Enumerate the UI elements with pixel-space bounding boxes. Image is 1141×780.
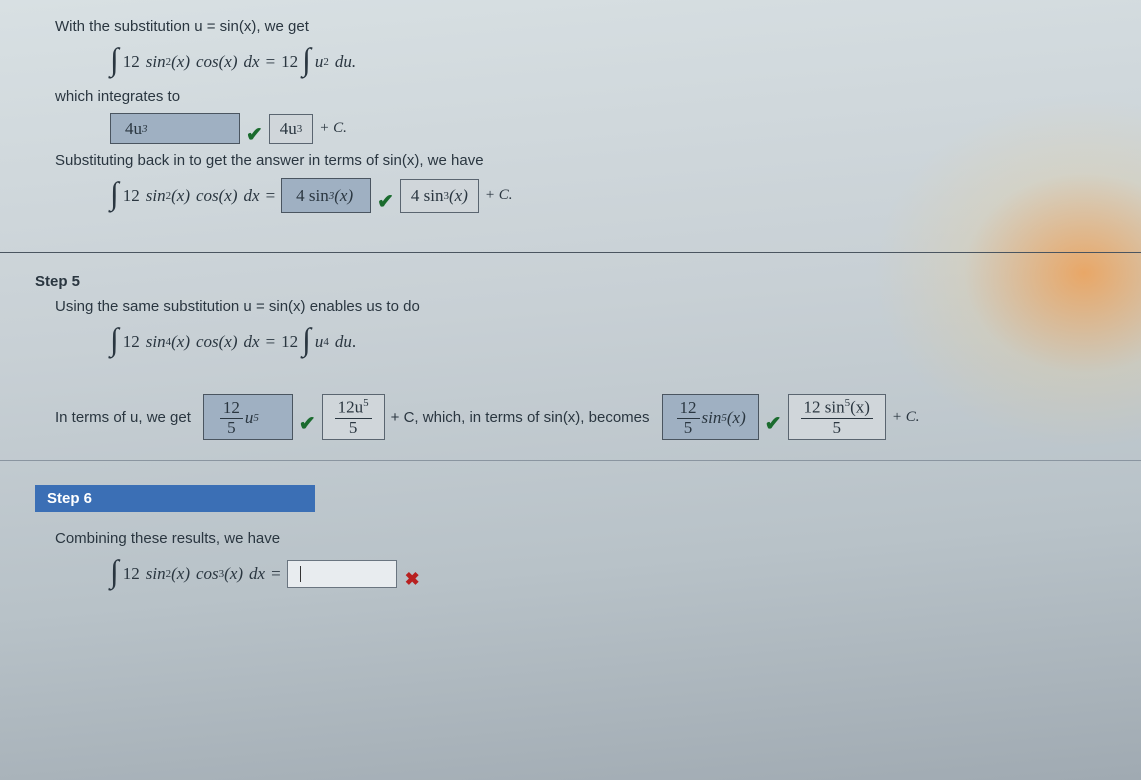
step6-eq-math: ∫ 12sin2(x)cos3(x)dx= [110,555,281,592]
equation-2: ∫ 12sin2(x)cos(x)dx= 4 sin3(x) ✔ 4 sin3(… [55,177,1086,214]
eq1-math: ∫ 12sin2(x)cos(x)dx=12 ∫ u2du. [110,43,356,80]
answer2-input[interactable]: 4 sin3(x) [281,178,371,213]
ans-sin-display: 12 sin5(x) 5 [788,394,886,440]
check-icon: ✔ [765,411,782,436]
step5-section: Step 5 Using the same substitution u = s… [0,273,1141,460]
step5-eq-math: ∫ 12sin4(x)cos(x)dx=12 ∫ u4du. [110,323,356,360]
step5-eq: ∫ 12sin4(x)cos(x)dx=12 ∫ u4du. [55,323,1086,360]
divider-1 [0,252,1141,253]
plus-c-2: + C. [485,187,513,204]
intro-text: With the substitution u = sin(x), we get [55,18,309,35]
sub-back-text: Substituting back in to get the answer i… [55,152,1086,169]
page-container: With the substitution u = sin(x), we get… [0,0,1141,612]
step6-answer-input[interactable] [287,560,397,588]
step6-intro: Combining these results, we have [55,530,1086,547]
answer-row-1: 4u3 ✔ 4u3 + C. [55,113,1086,144]
step5-intro: Using the same substitution u = sin(x) e… [55,298,1086,315]
ans-u-display: 12u5 5 [322,394,385,440]
mid-text: + C, which, in terms of sin(x), becomes [391,409,650,426]
check-icon: ✔ [246,122,263,147]
check-icon: ✔ [299,411,316,436]
ans-sin-input[interactable]: 125 sin5(x) [662,394,759,440]
step5-label: Step 5 [0,273,1141,290]
step5-answer-row: In terms of u, we get 125 u5 ✔ 12u5 5 [55,394,1086,440]
answer2-display: 4 sin3(x) [400,179,479,213]
eq2-math: ∫ 12sin2(x)cos(x)dx= [110,177,275,214]
plus-c-3: + C. [892,409,920,426]
text-cursor [300,566,301,582]
integrates-to-text: which integrates to [55,88,1086,105]
plus-c-1: + C. [319,120,347,137]
prior-step-section: With the substitution u = sin(x), we get… [0,0,1141,234]
in-terms-u-text: In terms of u, we get [55,409,191,426]
answer1-input[interactable]: 4u3 [110,113,240,144]
step6-section: Step 6 Combining these results, we have … [0,460,1141,612]
step6-label: Step 6 [35,485,315,512]
cross-icon: ✖ [405,569,420,590]
check-icon: ✔ [377,189,394,214]
ans-u-input[interactable]: 125 u5 [203,394,293,440]
equation-1: ∫ 12sin2(x)cos(x)dx=12 ∫ u2du. [55,43,1086,80]
step6-eq: ∫ 12sin2(x)cos3(x)dx= ✖ [55,555,1086,592]
substitution-intro: With the substitution u = sin(x), we get [55,18,1086,35]
answer1-display: 4u3 [269,114,314,144]
